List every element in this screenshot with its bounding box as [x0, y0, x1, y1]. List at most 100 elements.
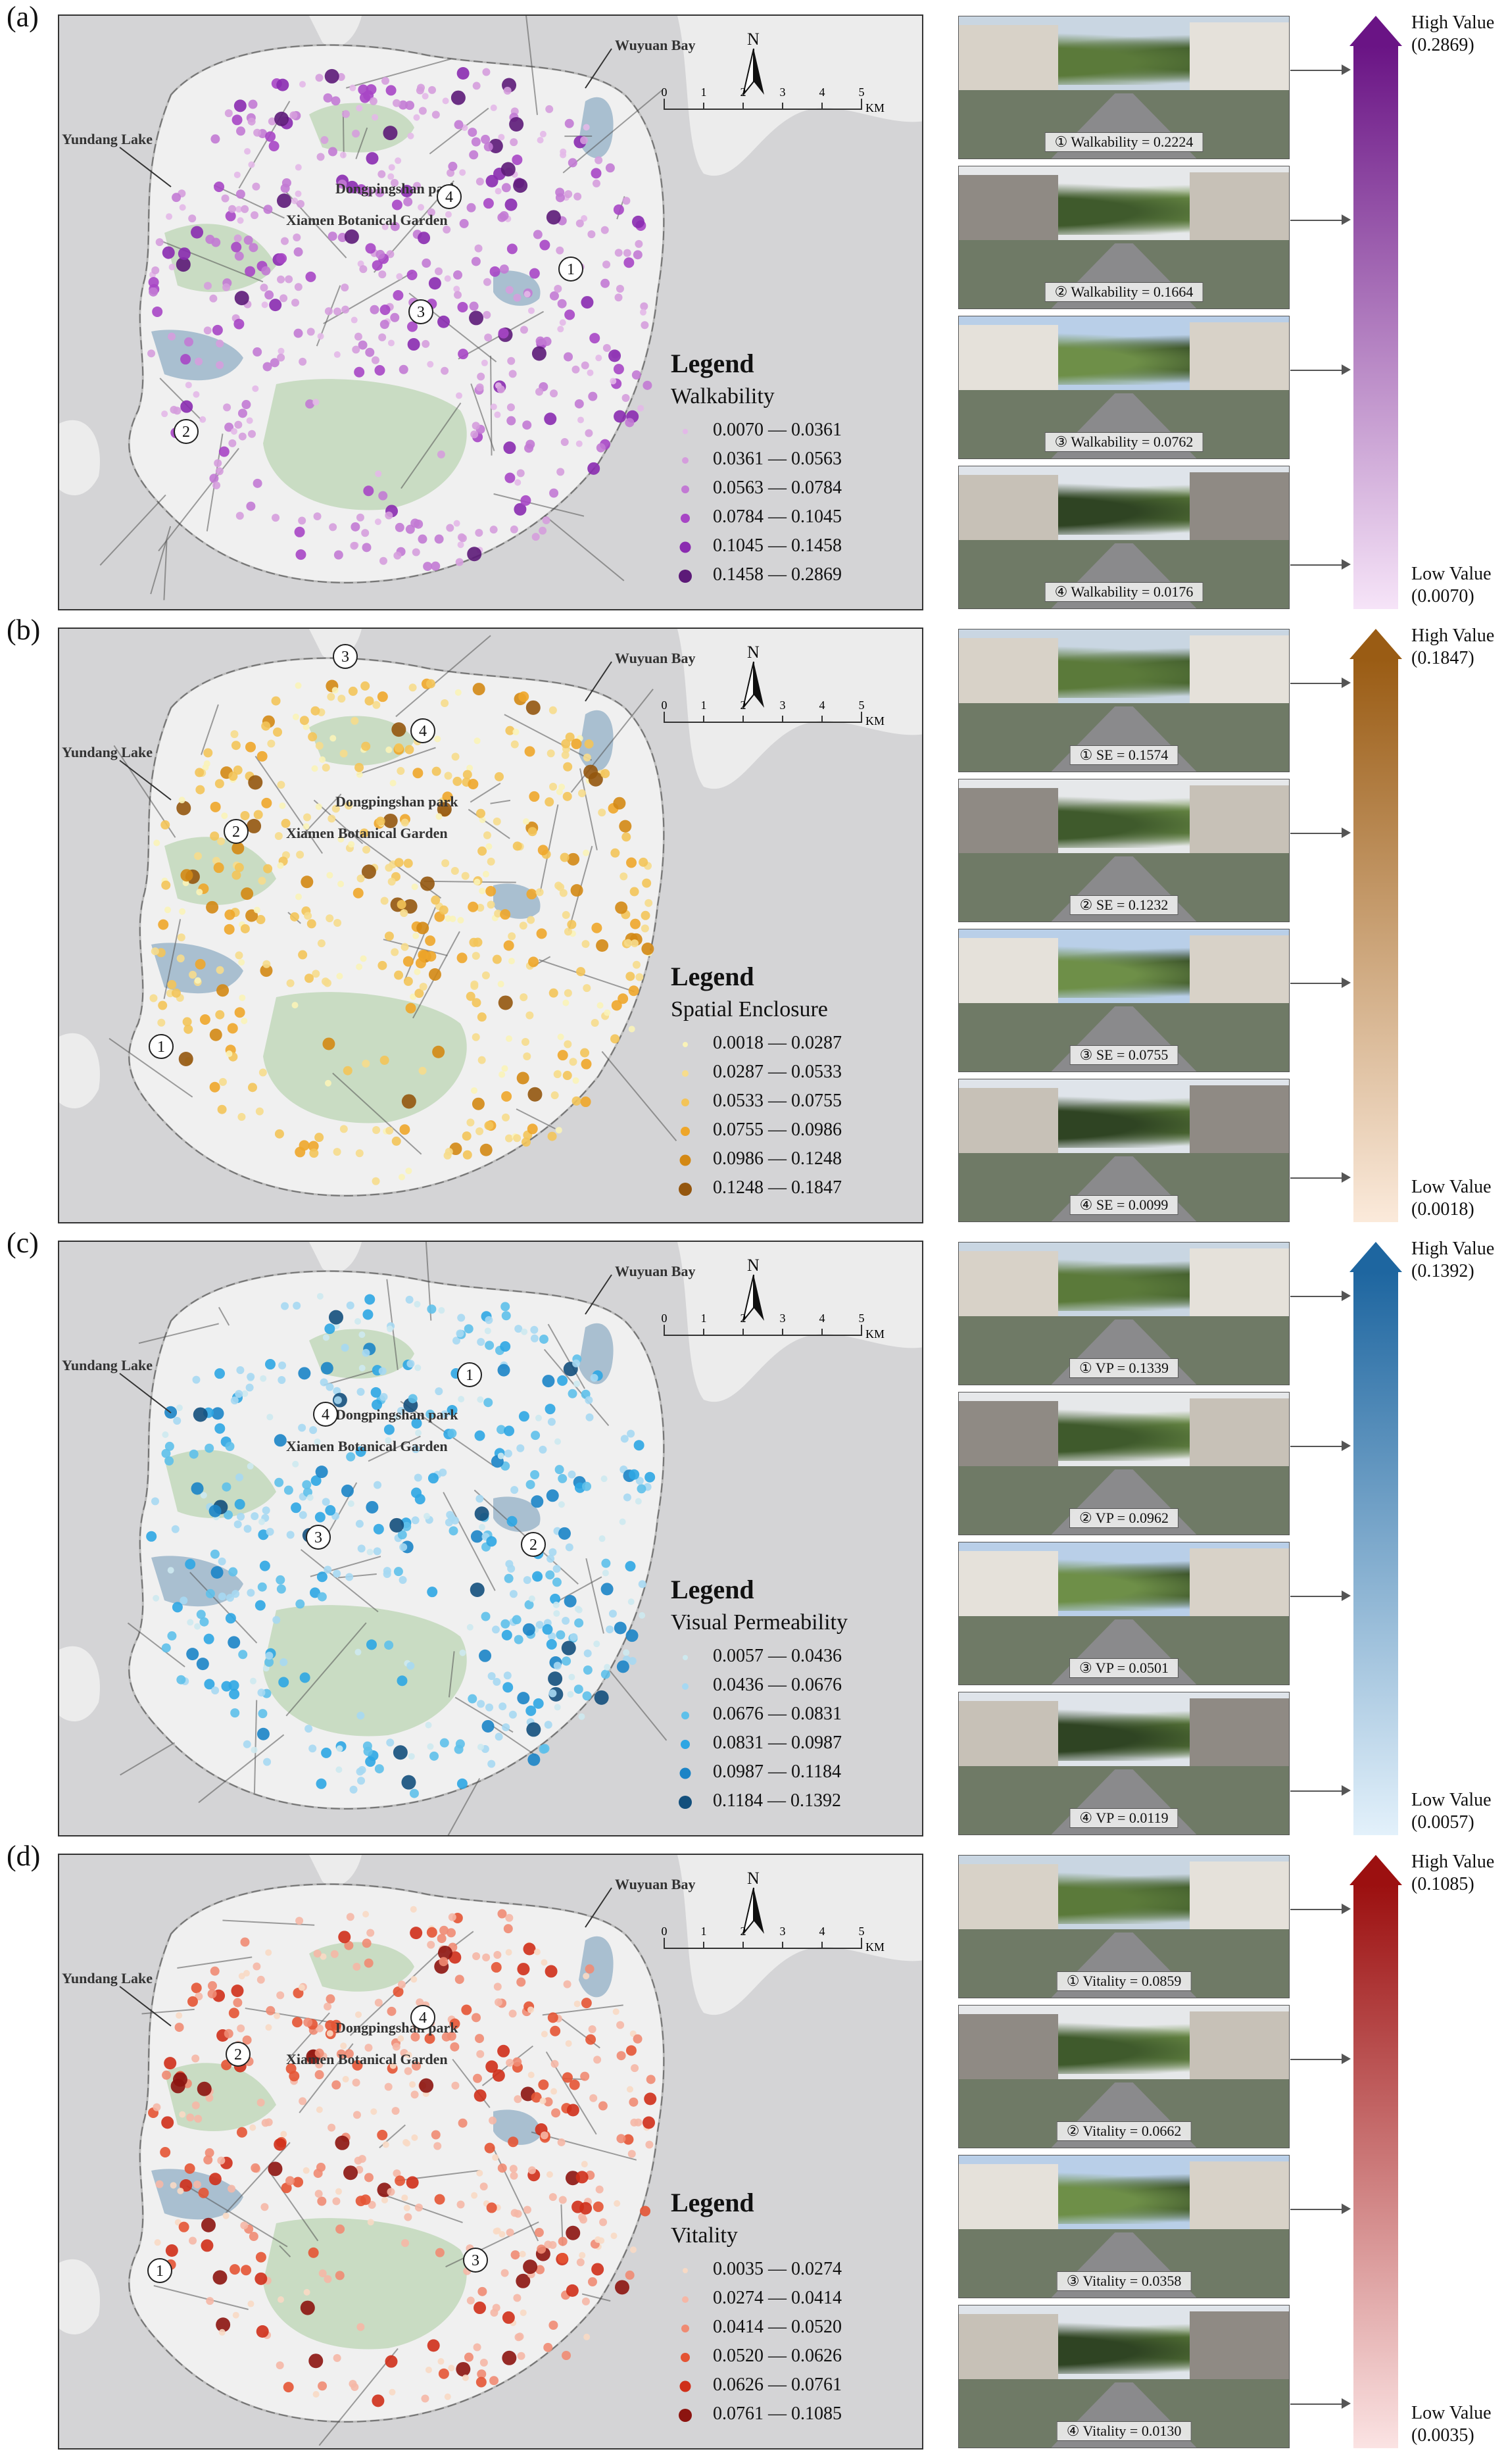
indicator-point — [278, 1677, 289, 1688]
mainland — [677, 1242, 922, 1402]
indicator-point — [610, 378, 617, 385]
indicator-point — [329, 523, 337, 531]
indicator-point — [206, 900, 219, 914]
indicator-point — [379, 320, 389, 330]
indicator-point — [576, 967, 586, 977]
indicator-point — [443, 226, 451, 234]
indicator-point — [520, 326, 528, 334]
north-arrow-icon — [754, 49, 764, 95]
indicator-point — [387, 173, 395, 180]
indicator-point — [459, 1649, 466, 1656]
indicator-point — [179, 204, 186, 211]
wuyuan-bay-label: Wuyuan Bay — [615, 1263, 695, 1279]
indicator-point — [304, 1725, 313, 1733]
indicator-point — [362, 543, 372, 553]
indicator-point — [216, 2317, 231, 2332]
indicator-point — [326, 872, 333, 879]
indicator-point — [461, 872, 470, 880]
indicator-point — [522, 420, 532, 430]
indicator-point — [408, 1394, 418, 1404]
indicator-point — [472, 2013, 481, 2023]
indicator-point — [314, 1438, 321, 1445]
pointer-line — [1290, 370, 1343, 371]
indicator-point — [160, 820, 170, 830]
indicator-point — [510, 2209, 519, 2217]
indicator-point — [324, 1079, 331, 1087]
indicator-point — [314, 2070, 324, 2080]
indicator-point — [435, 813, 443, 820]
indicator-point — [261, 266, 271, 276]
indicator-point — [425, 2366, 432, 2373]
indicator-point — [523, 1942, 536, 1956]
indicator-point — [312, 2390, 320, 2398]
indicator-point — [514, 1635, 523, 1644]
indicator-point — [581, 1998, 592, 2009]
indicator-point — [468, 901, 479, 912]
indicator-point — [337, 695, 346, 703]
low-value: (0.0018) — [1411, 1199, 1474, 1220]
botanical-garden-label: Xiamen Botanical Garden — [286, 212, 448, 228]
indicator-point — [512, 841, 522, 851]
indicator-point — [151, 1497, 159, 1506]
indicator-point — [155, 238, 164, 247]
indicator-point — [158, 1000, 168, 1010]
indicator-point — [429, 1751, 439, 1761]
indicator-point — [375, 187, 385, 197]
indicator-point — [596, 1002, 604, 1009]
indicator-point — [235, 189, 245, 199]
indicator-point — [320, 1953, 327, 1960]
scale-tick-label: 0 — [662, 86, 668, 99]
indicator-point — [595, 355, 602, 362]
yundang-lake-label: Yundang Lake — [62, 131, 153, 147]
road — [127, 1622, 185, 1667]
indicator-point — [497, 1909, 507, 1919]
indicator-point — [497, 2044, 510, 2057]
indicator-point — [504, 472, 516, 483]
indicator-point — [566, 2284, 579, 2297]
indicator-point — [341, 1485, 354, 1498]
indicator-point — [308, 2247, 319, 2258]
indicator-point — [277, 353, 285, 362]
bridge-land — [309, 16, 362, 47]
indicator-point — [530, 1325, 539, 1334]
legend-range: 0.0414 — 0.0520 — [713, 2317, 842, 2337]
indicator-point — [293, 1302, 301, 1310]
indicator-point — [485, 885, 497, 897]
indicator-point — [497, 2163, 507, 2173]
indicator-point — [352, 887, 364, 899]
indicator-point — [458, 1396, 465, 1403]
road — [150, 526, 172, 595]
indicator-point — [403, 858, 413, 868]
indicator-point — [578, 2213, 587, 2221]
indicator-point — [638, 1580, 646, 1589]
indicator-point — [472, 1952, 481, 1960]
indicator-point — [308, 2353, 324, 2369]
indicator-point — [482, 68, 491, 76]
indicator-point — [497, 1425, 506, 1435]
indicator-point — [568, 158, 577, 168]
indicator-point — [441, 2032, 451, 2042]
indicator-point — [210, 1549, 220, 1559]
indicator-point — [539, 526, 547, 535]
indicator-point — [167, 1631, 177, 1641]
indicator-point — [352, 2079, 360, 2087]
indicator-point — [614, 410, 627, 423]
indicator-point — [535, 1414, 542, 1421]
indicator-point — [414, 1494, 425, 1505]
indicator-point — [627, 1429, 635, 1438]
indicator-point — [423, 562, 433, 572]
indicator-point — [265, 2024, 272, 2031]
indicator-point — [276, 1584, 286, 1594]
indicator-point — [418, 1066, 427, 1075]
road — [279, 2245, 291, 2257]
indicator-point — [619, 820, 632, 833]
indicator-point — [198, 2187, 209, 2198]
low-value-label: Low Value (0.0057) — [1411, 1789, 1492, 1834]
legend-swatch — [683, 2268, 688, 2273]
indicator-point — [291, 1002, 299, 1009]
site-marker-number: 4 — [419, 2009, 427, 2027]
indicator-point — [505, 1949, 512, 1956]
indicator-point — [411, 883, 418, 891]
indicator-point — [598, 808, 606, 817]
